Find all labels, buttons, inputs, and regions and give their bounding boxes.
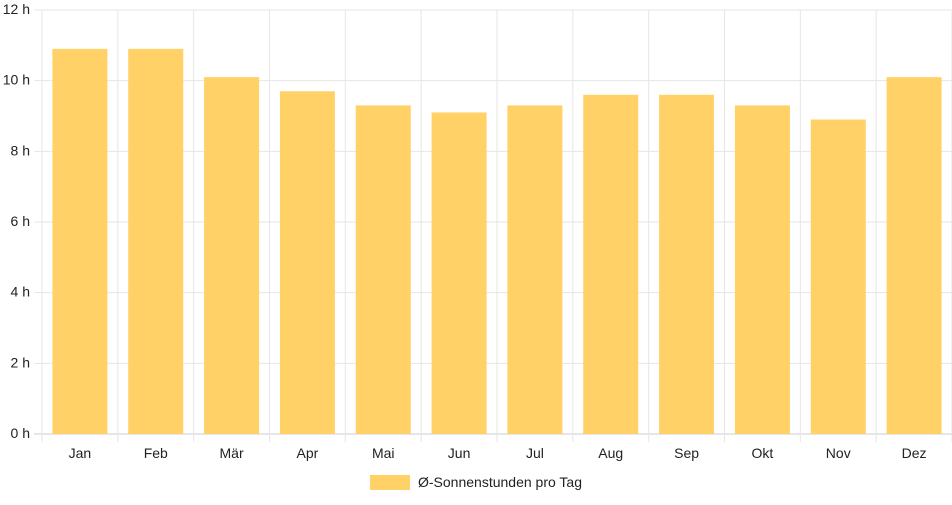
y-tick-label: 12 h <box>3 1 30 17</box>
x-tick-label: Jan <box>69 445 92 461</box>
bar-dez[interactable] <box>886 77 942 434</box>
bars-layer <box>52 48 942 435</box>
y-tick-label: 2 h <box>11 354 30 370</box>
bar-okt[interactable] <box>734 105 790 435</box>
x-tick-label: Jul <box>526 445 544 461</box>
x-tick-label: Apr <box>297 445 319 461</box>
x-tick-label: Dez <box>902 445 927 461</box>
x-tick-label: Feb <box>144 445 168 461</box>
bar-nov[interactable] <box>810 119 866 435</box>
legend-label: Ø-Sonnenstunden pro Tag <box>418 474 582 490</box>
x-tick-label: Okt <box>752 445 774 461</box>
y-tick-label: 10 h <box>3 72 30 88</box>
bar-feb[interactable] <box>128 48 184 434</box>
bar-jun[interactable] <box>431 112 487 434</box>
y-tick-label: 6 h <box>11 213 30 229</box>
x-tick-label: Sep <box>674 445 699 461</box>
bar-mär[interactable] <box>204 77 260 434</box>
x-axis-ticks: Jan Feb Mär Apr Mai Jun Jul Aug Sep Okt Nov Dez <box>69 445 927 461</box>
x-tick-label: Nov <box>826 445 851 461</box>
x-tick-label: Jun <box>448 445 471 461</box>
y-tick-label: 8 h <box>11 142 30 158</box>
y-axis-ticks: 0 h 2 h 4 h 6 h 8 h 10 h 12 h <box>3 1 30 441</box>
legend[interactable]: Ø-Sonnenstunden pro Tag <box>370 474 582 490</box>
bar-apr[interactable] <box>279 91 335 435</box>
legend-swatch <box>370 475 410 490</box>
x-tick-label: Mär <box>220 445 244 461</box>
bar-mai[interactable] <box>355 105 411 435</box>
grid-layer <box>34 9 952 442</box>
bar-jan[interactable] <box>52 48 108 434</box>
bar-jul[interactable] <box>507 105 563 435</box>
y-tick-label: 4 h <box>11 284 30 300</box>
bar-sep[interactable] <box>659 94 715 435</box>
x-tick-label: Mai <box>372 445 395 461</box>
y-tick-label: 0 h <box>11 425 30 441</box>
bar-aug[interactable] <box>583 94 639 435</box>
x-tick-label: Aug <box>598 445 623 461</box>
